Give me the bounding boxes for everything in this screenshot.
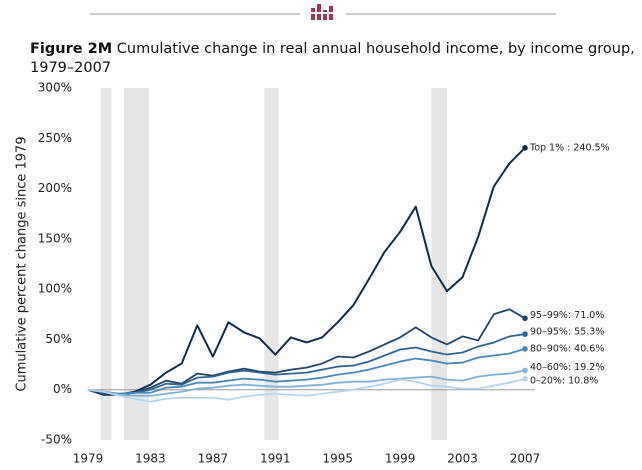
y-tick-label: 150% xyxy=(38,231,72,245)
y-tick-label: -50% xyxy=(41,433,72,447)
x-tick-label: 2007 xyxy=(510,452,541,466)
series-label: 90–95%: 55.3% xyxy=(530,327,604,338)
series-label: 0–20%: 10.8% xyxy=(530,375,598,386)
y-tick-label: 100% xyxy=(38,282,72,296)
series-label: 95–99%: 71.0% xyxy=(530,310,604,321)
end-point xyxy=(522,145,528,151)
y-tick-label: 200% xyxy=(38,181,72,195)
series-line xyxy=(87,377,526,403)
series-line xyxy=(87,147,526,396)
series-label: 40–60%: 19.2% xyxy=(530,362,604,373)
series-line xyxy=(87,348,526,395)
end-point xyxy=(522,376,528,382)
header-logo xyxy=(306,4,338,20)
x-tick-label: 1995 xyxy=(322,452,353,466)
end-point xyxy=(522,331,528,337)
x-tick-label: 2003 xyxy=(447,452,478,466)
recession-band xyxy=(264,88,279,440)
chart-title-block: Figure 2M Cumulative change in real annu… xyxy=(30,40,640,78)
y-tick-label: 300% xyxy=(38,81,72,95)
y-tick-label: 50% xyxy=(45,332,72,346)
x-tick-label: 1991 xyxy=(260,452,291,466)
end-point xyxy=(522,346,528,352)
x-tick-label: 1979 xyxy=(73,452,104,466)
series-label: Top 1% : 240.5% xyxy=(529,142,610,153)
series-line xyxy=(87,308,526,396)
y-tick-label: 250% xyxy=(38,131,72,145)
figure-label: Figure 2M xyxy=(30,41,113,57)
recession-band xyxy=(100,88,112,440)
x-tick-label: 1999 xyxy=(385,452,416,466)
end-point xyxy=(522,367,528,374)
recession-band xyxy=(123,88,149,440)
chart-title: Cumulative change in real annual househo… xyxy=(30,41,635,76)
series-line xyxy=(87,369,526,397)
end-point xyxy=(522,315,528,322)
series-line xyxy=(87,333,526,395)
series-label: 80–90%: 40.6% xyxy=(530,343,604,354)
x-tick-label: 1987 xyxy=(198,452,229,466)
x-tick-label: 1983 xyxy=(135,452,166,466)
y-axis-label: Cumulative percent change since 1979 xyxy=(15,136,30,391)
y-tick-label: 0% xyxy=(53,382,72,396)
